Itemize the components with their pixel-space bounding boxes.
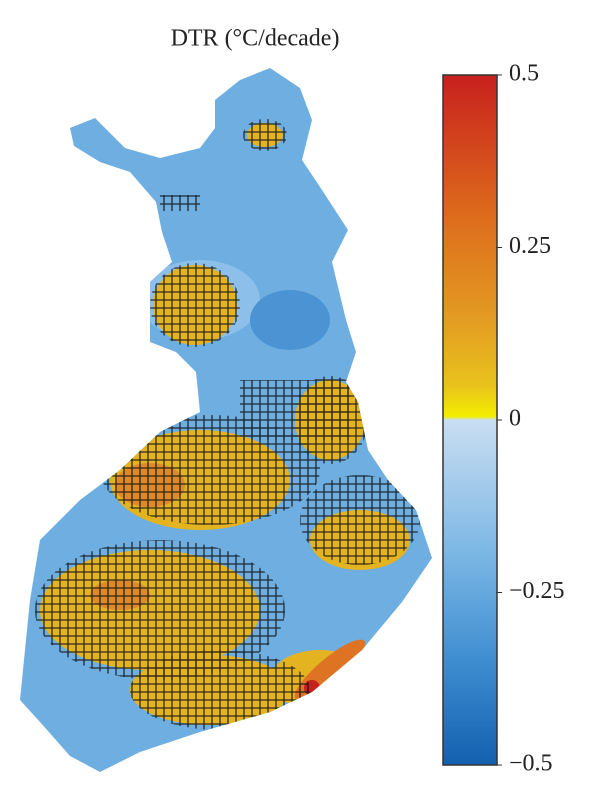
finland-map [20,68,432,772]
colorbar-tick-label: 0 [509,406,521,432]
colorbar-tick-label: 0.5 [509,61,539,87]
colorbar [442,74,498,766]
colorbar-tick-label: 0.25 [509,233,551,259]
colorbar-tick-label: −0.5 [509,751,553,777]
map-title: DTR (°C/decade) [171,26,340,52]
colorbar-ticks: 0.5 0.25 0 −0.25 −0.5 [497,61,565,777]
colorbar-tick-label: −0.25 [509,578,565,604]
